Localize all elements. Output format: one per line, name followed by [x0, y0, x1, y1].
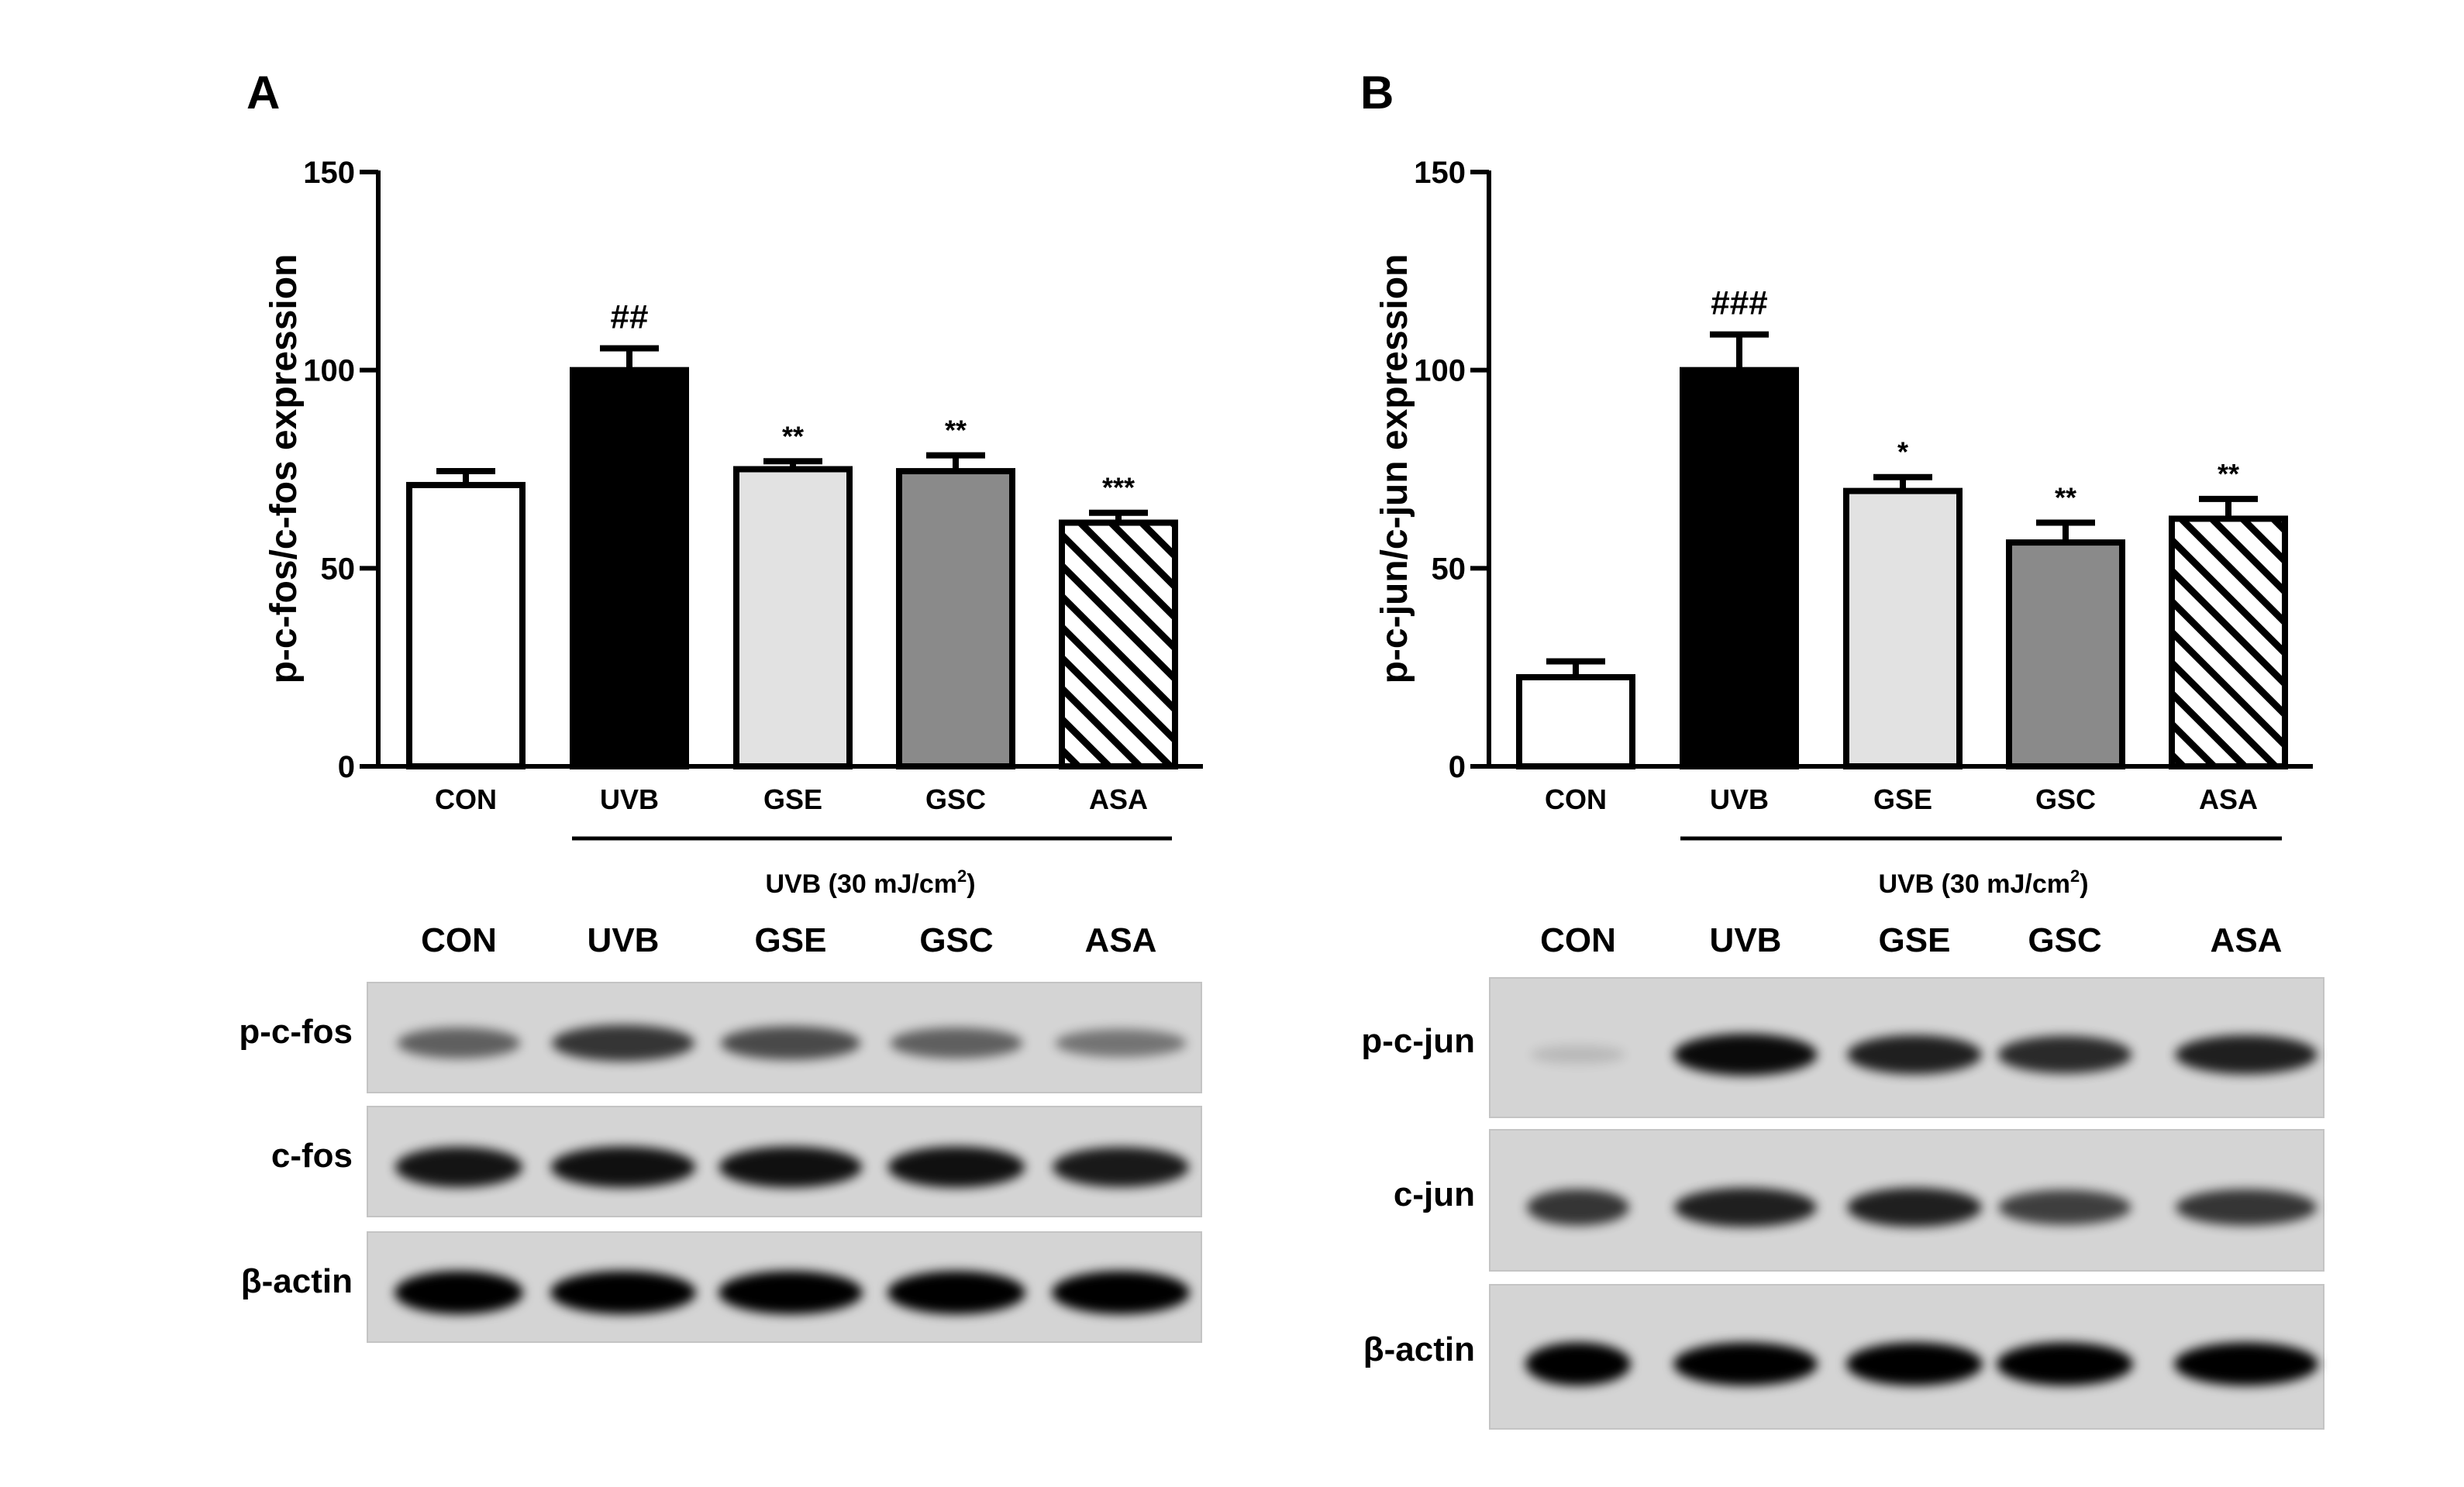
blot-band	[890, 1027, 1023, 1058]
y-tick-label: 150	[1414, 156, 1466, 190]
blot-strip-border	[367, 982, 1202, 1093]
blot-strip-border	[367, 1106, 1202, 1217]
blot-band	[1847, 1187, 1982, 1227]
category-label: ASA	[2199, 783, 2258, 815]
bar	[2006, 539, 2125, 769]
blot-band	[1998, 1189, 2131, 1225]
bar	[733, 466, 853, 769]
blot-strip-border	[1489, 1129, 2324, 1272]
blot-band	[1674, 1187, 1817, 1227]
blot-row-label: β-actin	[241, 1262, 353, 1300]
y-tick-label: 150	[303, 156, 355, 190]
significance-label: ***	[1102, 472, 1135, 504]
bar	[1843, 487, 1963, 770]
category-label: UVB	[600, 783, 659, 815]
blot-lane-label: ASA	[2211, 921, 2283, 959]
category-label: ASA	[1089, 783, 1148, 815]
significance-label: ##	[611, 298, 649, 336]
bar	[1680, 367, 1799, 769]
blot-band	[1673, 1033, 1818, 1076]
blot-row-label: p-c-jun	[1361, 1022, 1475, 1060]
blot-row-label: p-c-fos	[239, 1013, 353, 1051]
blot-band	[1052, 1147, 1190, 1187]
bar	[570, 367, 689, 769]
blot-lane-label: CON	[1540, 921, 1616, 959]
panel-letter: B	[1360, 67, 1394, 119]
y-tick-label: 0	[338, 750, 355, 784]
significance-label: **	[2218, 458, 2239, 490]
blot-lane-label: UVB	[1710, 921, 1782, 959]
y-axis-label: p-c-jun/c-jun expression	[1374, 254, 1415, 684]
y-tick-label: 50	[1432, 552, 1466, 586]
y-axis-label: p-c-fos/c-fos expression	[264, 254, 305, 684]
blot-band	[2174, 1342, 2318, 1386]
panel-b: B 0 50 100 150 p-c-jun/c-jun expression CON ###…	[1360, 67, 2324, 1430]
blot-lane-label: GSE	[755, 921, 827, 959]
panel-a: A 0 50 100 150 p-c-fos/c-fos expression CON ## U…	[239, 67, 1203, 1343]
blot-lane-label: CON	[421, 921, 497, 959]
blot-band	[2175, 1034, 2318, 1075]
blot-band	[1525, 1342, 1631, 1386]
group-label: UVB (30 mJ/cm2)	[765, 866, 975, 899]
significance-label: *	[1897, 436, 1908, 468]
blot-band	[887, 1271, 1025, 1315]
significance-label: **	[2055, 482, 2076, 514]
blot-band	[1997, 1035, 2132, 1074]
blot-band	[552, 1024, 694, 1062]
blot-lane-label: GSC	[2028, 921, 2101, 959]
blot-lane-label: GSE	[1879, 921, 1951, 959]
blot-lane-label: UVB	[588, 921, 660, 959]
blot-band	[1847, 1034, 1982, 1075]
blot-band	[1055, 1029, 1187, 1058]
blot-band	[1997, 1342, 2133, 1386]
blot-band	[550, 1271, 696, 1315]
category-label: UVB	[1710, 783, 1769, 815]
blot-row-label: c-jun	[1394, 1175, 1475, 1213]
blot-band	[1673, 1342, 1818, 1386]
blot-band	[887, 1146, 1025, 1188]
bar	[896, 468, 1015, 769]
blot-band	[2176, 1189, 2317, 1226]
blot-row-label: β-actin	[1363, 1330, 1475, 1368]
significance-label: ###	[1711, 284, 1767, 322]
category-label: CON	[435, 783, 497, 815]
bar	[1516, 673, 1635, 770]
blot-band	[550, 1146, 696, 1188]
blot-lane-label: ASA	[1085, 921, 1157, 959]
blot-band	[720, 1026, 861, 1060]
blot-band	[1846, 1342, 1983, 1386]
blot-band	[719, 1146, 863, 1188]
blot-band	[395, 1146, 523, 1188]
y-tick-label: 100	[1414, 354, 1466, 388]
group-label: UVB (30 mJ/cm2)	[1878, 866, 2088, 899]
category-label: CON	[1545, 783, 1607, 815]
category-label: GSE	[1873, 783, 1932, 815]
category-label: GSE	[763, 783, 822, 815]
bar	[1059, 519, 1178, 770]
category-label: GSC	[925, 783, 986, 815]
y-tick-label: 0	[1449, 750, 1466, 784]
bar	[406, 481, 526, 769]
y-tick-label: 100	[303, 354, 355, 388]
significance-label: **	[782, 420, 804, 452]
blot-band	[1052, 1271, 1190, 1315]
blot-row-label: c-fos	[271, 1137, 353, 1175]
blot-band	[1527, 1189, 1629, 1226]
blot-band	[397, 1027, 521, 1058]
y-tick-label: 50	[321, 552, 356, 586]
panel-letter: A	[246, 67, 280, 119]
bar	[2169, 515, 2288, 770]
blot-lane-label: GSC	[919, 921, 993, 959]
blot-strip-border	[1489, 1284, 2324, 1430]
significance-label: **	[945, 415, 967, 446]
blot-strip-border	[1489, 977, 2324, 1118]
blot-band	[395, 1271, 523, 1315]
category-label: GSC	[2035, 783, 2096, 815]
blot-strip-border	[367, 1231, 1202, 1343]
blot-band	[1531, 1045, 1625, 1065]
blot-band	[719, 1271, 863, 1315]
